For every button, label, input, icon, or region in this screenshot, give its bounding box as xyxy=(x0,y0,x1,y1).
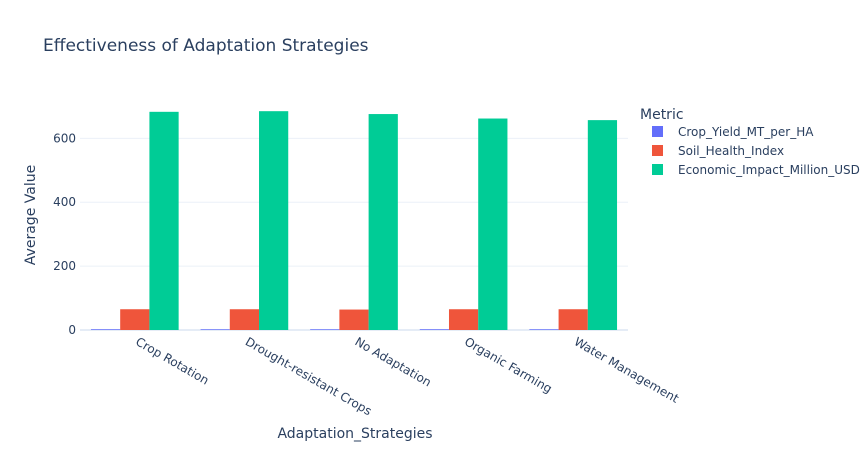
x-tick-label: Crop Rotation xyxy=(133,334,211,387)
x-axis-title: Adaptation_Strategies xyxy=(277,426,432,442)
bar xyxy=(200,329,230,330)
bar xyxy=(120,309,150,330)
bar xyxy=(368,114,398,330)
x-tick-label: Organic Farming xyxy=(462,334,554,395)
legend-label: Crop_Yield_MT_per_HA xyxy=(678,125,814,139)
legend-swatch xyxy=(652,145,663,156)
bars xyxy=(90,111,618,331)
y-axis-title: Average Value xyxy=(23,165,39,265)
y-tick-label: 600 xyxy=(53,131,76,145)
legend-label: Economic_Impact_Million_USD xyxy=(678,163,860,177)
legend-swatch xyxy=(652,126,663,137)
bar xyxy=(90,329,121,330)
y-tick-labels: 0 200 400 600 xyxy=(53,131,76,337)
legend: Metric Crop_Yield_MT_per_HA Soil_Health_I… xyxy=(640,107,860,177)
y-tick-label: 200 xyxy=(53,259,76,273)
y-tick-label: 0 xyxy=(68,323,76,337)
bar xyxy=(339,309,369,330)
y-tick-label: 400 xyxy=(53,195,76,209)
legend-swatch xyxy=(652,164,663,175)
bar xyxy=(587,120,618,330)
bar xyxy=(310,329,340,330)
bar xyxy=(259,111,289,330)
x-tick-label: Water Management xyxy=(572,334,682,405)
bar xyxy=(149,111,179,330)
legend-title: Metric xyxy=(640,107,684,123)
bar xyxy=(229,309,260,330)
bar xyxy=(478,118,508,331)
x-tick-label: No Adaptation xyxy=(353,334,434,389)
legend-label: Soil_Health_Index xyxy=(678,144,784,158)
chart-title: Effectiveness of Adaptation Strategies xyxy=(43,36,369,56)
bar xyxy=(419,329,449,330)
bar xyxy=(529,329,559,330)
bar xyxy=(448,309,479,330)
bar xyxy=(558,309,588,330)
